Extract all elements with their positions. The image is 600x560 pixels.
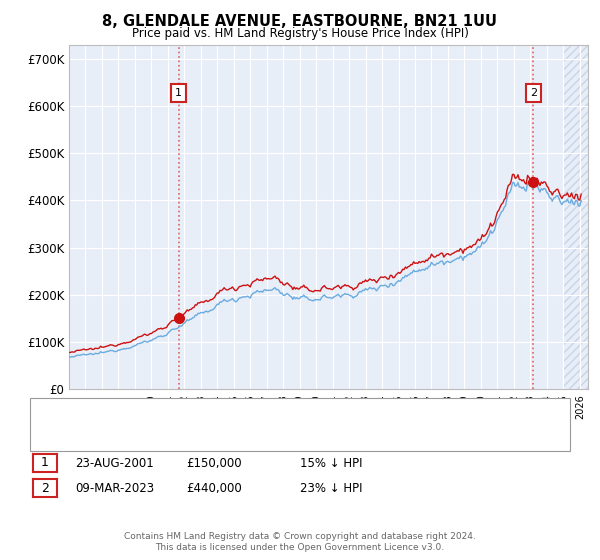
Text: 8, GLENDALE AVENUE, EASTBOURNE, BN21 1UU (detached house): 8, GLENDALE AVENUE, EASTBOURNE, BN21 1UU… — [84, 407, 455, 417]
Text: Price paid vs. HM Land Registry's House Price Index (HPI): Price paid vs. HM Land Registry's House … — [131, 27, 469, 40]
Text: £150,000: £150,000 — [186, 456, 242, 470]
Text: 8, GLENDALE AVENUE, EASTBOURNE, BN21 1UU: 8, GLENDALE AVENUE, EASTBOURNE, BN21 1UU — [103, 14, 497, 29]
Text: 15% ↓ HPI: 15% ↓ HPI — [300, 456, 362, 470]
Text: 2: 2 — [41, 482, 49, 494]
Text: Contains HM Land Registry data © Crown copyright and database right 2024.
This d: Contains HM Land Registry data © Crown c… — [124, 532, 476, 552]
Text: £440,000: £440,000 — [186, 482, 242, 495]
Text: 1: 1 — [175, 88, 182, 98]
Text: 8, GLENDALE AVENUE, EASTBOURNE, BN21 1UU (detached house): 8, GLENDALE AVENUE, EASTBOURNE, BN21 1UU… — [76, 408, 446, 418]
Text: HPI: Average price, detached house, Eastbourne: HPI: Average price, detached house, East… — [54, 431, 323, 441]
Text: HPI: Average price, detached house, Eastbourne: HPI: Average price, detached house, East… — [76, 431, 346, 441]
Text: 8, GLENDALE AVENUE, EASTBOURNE, BN21 1UU (detached house): 8, GLENDALE AVENUE, EASTBOURNE, BN21 1UU… — [54, 408, 425, 418]
Text: 1: 1 — [41, 456, 49, 469]
Text: 23-AUG-2001: 23-AUG-2001 — [75, 456, 154, 470]
Text: 2: 2 — [530, 88, 537, 98]
Text: HPI: Average price, detached house, Eastbourne: HPI: Average price, detached house, East… — [84, 431, 353, 441]
Text: 09-MAR-2023: 09-MAR-2023 — [75, 482, 154, 495]
Text: 23% ↓ HPI: 23% ↓ HPI — [300, 482, 362, 495]
